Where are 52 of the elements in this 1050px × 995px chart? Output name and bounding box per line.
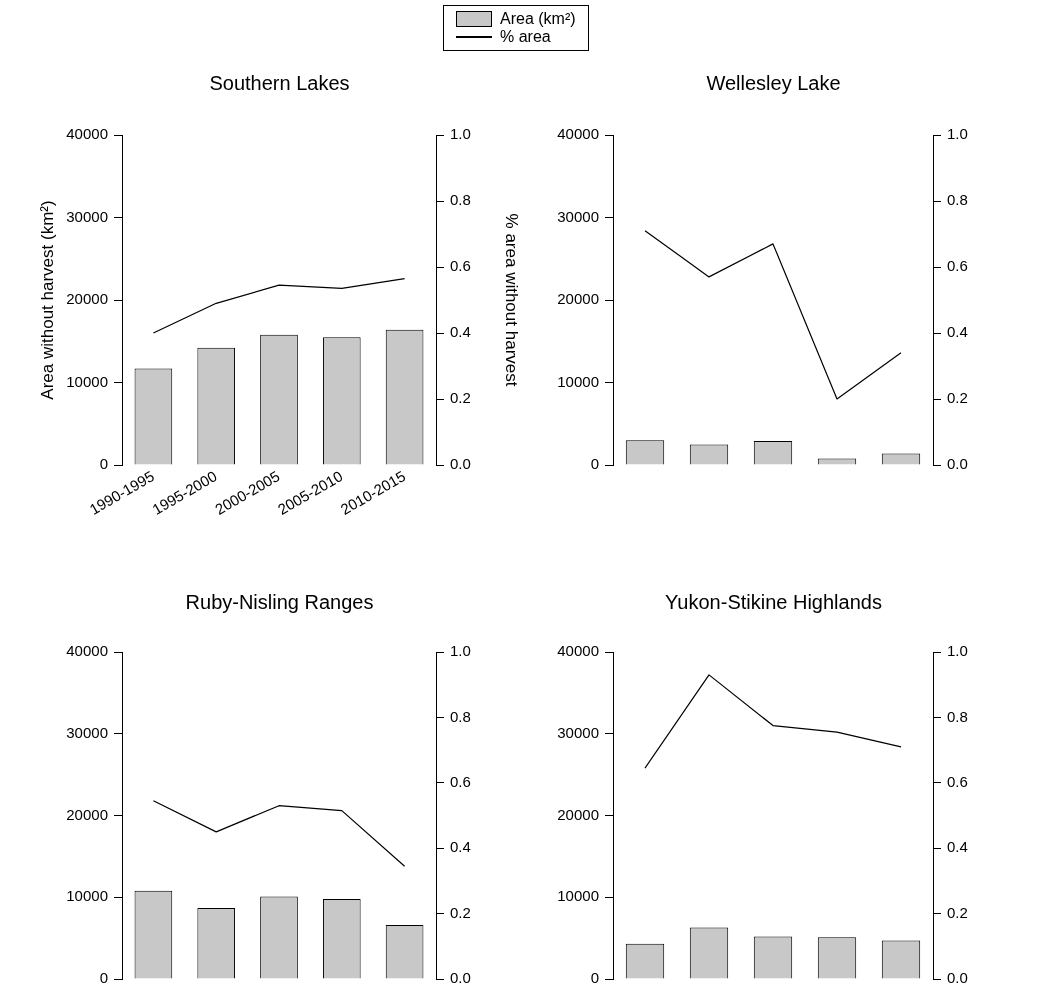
y-tick-label: 40000 [66,125,108,143]
y2-tick-label: 0.2 [450,903,471,921]
y2-tick-label: 1.0 [947,642,968,660]
y2-tick-label: 0.4 [947,838,968,856]
y2-tick-label: 0.0 [947,969,968,987]
y2-tick-label: 0.0 [450,455,471,473]
y2-tick-label: 0.8 [947,191,968,209]
y-tick-label: 20000 [66,290,108,308]
y2-tick-label: 0.6 [450,257,471,275]
y-tick-label: 0 [590,455,599,473]
y2-axis-title: % area without harvest [502,213,522,387]
chart-title: Ruby-Nisling Ranges [185,590,374,613]
y2-tick-label: 0.2 [947,389,968,407]
legend-label: Area (km²) [500,10,576,28]
y2-tick-label: 0.6 [947,257,968,275]
y-axis-title: Area without harvest (km²) [37,200,57,400]
y2-tick-label: 1.0 [450,642,471,660]
y-tick-label: 30000 [557,207,599,225]
y-tick-label: 0 [590,969,599,987]
chart-title: Yukon-Stikine Highlands [665,590,882,613]
y-tick-label: 0 [99,969,108,987]
y-tick-label: 10000 [557,887,599,905]
y2-tick-label: 0.4 [450,838,471,856]
y2-tick-label: 0.6 [947,772,968,790]
y2-tick-label: 0.8 [450,191,471,209]
y2-tick-label: 0.0 [450,969,471,987]
y2-tick-label: 1.0 [450,125,471,143]
legend-label: % area [500,28,551,46]
y-tick-label: 40000 [557,125,599,143]
y2-tick-label: 0.4 [947,323,968,341]
y-tick-label: 10000 [66,372,108,390]
y-tick-label: 20000 [557,805,599,823]
y-tick-label: 20000 [66,805,108,823]
chart-title: Southern Lakes [209,71,350,94]
y-tick-label: 0 [99,455,108,473]
y-tick-label: 40000 [557,642,599,660]
y-tick-label: 30000 [66,207,108,225]
y2-tick-label: 0.8 [450,707,471,725]
y-tick-label: 20000 [557,290,599,308]
y2-tick-label: 1.0 [947,125,968,143]
y-tick-label: 10000 [557,372,599,390]
y2-tick-label: 0.2 [947,903,968,921]
y2-tick-label: 0.6 [450,772,471,790]
y2-tick-label: 0.8 [947,707,968,725]
y2-tick-label: 0.2 [450,389,471,407]
chart-title: Wellesley Lake [706,71,841,94]
y-tick-label: 30000 [66,723,108,741]
y-tick-label: 10000 [66,887,108,905]
y2-tick-label: 0.4 [450,323,471,341]
y2-tick-label: 0.0 [947,455,968,473]
y-tick-label: 30000 [557,723,599,741]
y-tick-label: 40000 [66,642,108,660]
